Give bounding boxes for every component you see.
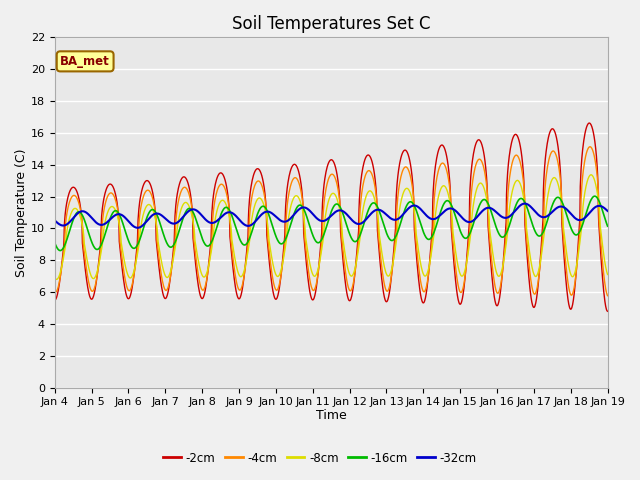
-32cm xyxy=(174,219,182,225)
-16cm xyxy=(591,193,599,199)
-32cm xyxy=(490,207,497,213)
-4cm xyxy=(489,270,497,276)
Line: -2cm: -2cm xyxy=(55,123,607,311)
-8cm xyxy=(604,272,611,277)
-2cm xyxy=(604,308,611,314)
-4cm xyxy=(236,287,243,293)
-8cm xyxy=(161,271,168,277)
-32cm xyxy=(134,225,141,231)
-16cm xyxy=(236,237,244,242)
-32cm xyxy=(539,214,547,220)
-8cm xyxy=(174,220,182,226)
-16cm xyxy=(161,235,168,240)
-16cm xyxy=(490,216,497,222)
-4cm xyxy=(586,144,594,150)
-2cm xyxy=(161,295,168,300)
Line: -4cm: -4cm xyxy=(55,147,607,296)
-4cm xyxy=(604,293,611,299)
-32cm xyxy=(161,215,168,221)
-2cm xyxy=(489,285,497,290)
Line: -32cm: -32cm xyxy=(55,204,607,228)
-32cm xyxy=(604,208,611,214)
-8cm xyxy=(538,246,546,252)
Title: Soil Temperatures Set C: Soil Temperatures Set C xyxy=(232,15,431,33)
X-axis label: Time: Time xyxy=(316,409,346,422)
-8cm xyxy=(588,172,595,178)
-8cm xyxy=(417,264,425,270)
-2cm xyxy=(236,296,243,301)
-8cm xyxy=(51,275,59,281)
Y-axis label: Soil Temperature (C): Soil Temperature (C) xyxy=(15,148,28,277)
-8cm xyxy=(53,276,61,282)
-2cm xyxy=(417,293,425,299)
-32cm xyxy=(236,217,244,223)
-8cm xyxy=(490,255,497,261)
-4cm xyxy=(174,202,182,208)
-16cm xyxy=(604,223,611,229)
-2cm xyxy=(586,120,593,126)
Text: BA_met: BA_met xyxy=(60,55,110,68)
-16cm xyxy=(51,240,59,246)
-4cm xyxy=(417,280,425,286)
-4cm xyxy=(51,289,59,295)
-2cm xyxy=(51,297,59,303)
Line: -16cm: -16cm xyxy=(55,196,607,251)
-4cm xyxy=(161,285,168,291)
-16cm xyxy=(56,248,64,253)
-32cm xyxy=(521,201,529,206)
-16cm xyxy=(538,231,546,237)
-2cm xyxy=(174,189,182,194)
-32cm xyxy=(51,217,59,223)
-2cm xyxy=(538,234,546,240)
-8cm xyxy=(236,273,244,279)
Legend: -2cm, -4cm, -8cm, -16cm, -32cm: -2cm, -4cm, -8cm, -16cm, -32cm xyxy=(159,447,481,469)
Line: -8cm: -8cm xyxy=(55,175,607,279)
-32cm xyxy=(417,207,425,213)
-16cm xyxy=(174,231,182,237)
-4cm xyxy=(538,243,546,249)
-16cm xyxy=(417,223,425,228)
